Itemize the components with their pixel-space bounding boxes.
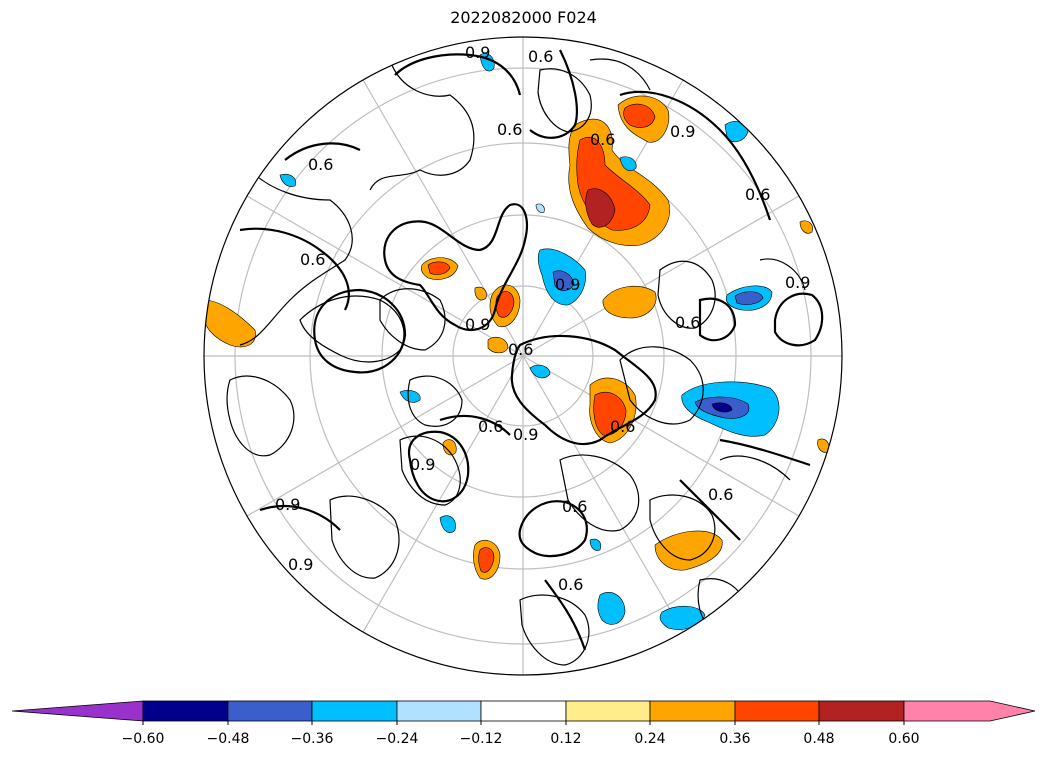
positive-patch-core bbox=[427, 261, 451, 275]
colorbar-tick-label: −0.48 bbox=[207, 731, 250, 747]
contour-line bbox=[529, 49, 578, 139]
map-title: 2022082000 F024 bbox=[450, 8, 597, 27]
colorbar-tick-label: −0.36 bbox=[291, 731, 334, 747]
positive-patch bbox=[654, 530, 723, 571]
colorbar-tick-label: 0.48 bbox=[803, 731, 834, 747]
contour-label: 0.6 bbox=[478, 417, 503, 436]
contour-label: 0.6 bbox=[610, 417, 635, 436]
contour-label: 0.9 bbox=[513, 425, 538, 444]
negative-patch bbox=[619, 156, 637, 171]
contour-line bbox=[284, 142, 361, 161]
contour-label: 0.6 bbox=[497, 120, 522, 139]
contour-label: 0.9 bbox=[288, 555, 313, 574]
contour-line bbox=[383, 203, 528, 332]
graticule bbox=[204, 37, 842, 675]
colorbar-extend-low bbox=[11, 700, 144, 722]
contour-line bbox=[439, 415, 511, 436]
contour-label: 0.6 bbox=[528, 47, 553, 66]
colorbar-extend-high bbox=[903, 700, 1036, 722]
positive-patch bbox=[442, 439, 457, 456]
contour-label: 0.6 bbox=[300, 250, 325, 269]
colorbar-bin bbox=[396, 700, 482, 722]
positive-patch bbox=[474, 286, 487, 301]
positive-patch-core bbox=[623, 103, 656, 128]
colorbar-bin bbox=[565, 700, 651, 722]
contour-line bbox=[313, 288, 407, 374]
positive-patch bbox=[602, 285, 657, 319]
contour-label: 0.6 bbox=[308, 155, 333, 174]
colorbar-tick-label: 0.36 bbox=[719, 731, 750, 747]
contour-label: 0.6 bbox=[562, 497, 587, 516]
negative-patch-core bbox=[552, 270, 575, 291]
colorbar-tick-label: 0.60 bbox=[888, 731, 919, 747]
negative-patch bbox=[399, 390, 421, 403]
colorbar: −0.60 −0.48 −0.36 −0.24 −0.12 0.12 0.24 … bbox=[11, 700, 1036, 747]
contour-line bbox=[619, 90, 772, 221]
negative-patch bbox=[439, 515, 456, 533]
contour-line bbox=[259, 505, 341, 531]
contour-label: 0.9 bbox=[785, 273, 810, 292]
negative-patch bbox=[659, 606, 706, 630]
contour-line bbox=[510, 334, 657, 445]
contour-label: 0.6 bbox=[745, 185, 770, 204]
colorbar-bin bbox=[818, 700, 905, 722]
positive-patch-max bbox=[585, 188, 616, 228]
contour-label: 0.6 bbox=[508, 340, 533, 359]
contour-label: 0.6 bbox=[675, 313, 700, 332]
negative-patch bbox=[535, 203, 545, 213]
contour-line bbox=[679, 479, 741, 541]
colorbar-bin bbox=[311, 700, 398, 722]
colorbar-bin bbox=[480, 700, 567, 722]
colorbar-bin bbox=[734, 700, 820, 722]
negative-patch-max bbox=[711, 402, 733, 413]
positive-patch bbox=[799, 220, 813, 234]
negative-patch bbox=[589, 538, 602, 551]
contour-line bbox=[698, 297, 737, 342]
contour-label: 0.9 bbox=[465, 43, 490, 62]
coastlines bbox=[226, 58, 806, 666]
positive-patch-core bbox=[478, 547, 495, 573]
contour-label: 0.6 bbox=[708, 485, 733, 504]
colorbar-tick-label: −0.60 bbox=[122, 731, 165, 747]
contour-line bbox=[518, 500, 588, 558]
contour-label: 0.9 bbox=[465, 315, 490, 334]
colorbar-bin bbox=[227, 700, 313, 722]
contour-label: 0.9 bbox=[275, 495, 300, 514]
colorbar-tick-label: 0.12 bbox=[550, 731, 581, 747]
contour-line bbox=[544, 579, 587, 651]
colorbar-bin bbox=[142, 700, 229, 722]
contour-label: 0.6 bbox=[558, 575, 583, 594]
negative-patch bbox=[279, 173, 296, 187]
colorbar-tick-label: −0.24 bbox=[376, 731, 419, 747]
colorbar-tick-label: 0.24 bbox=[634, 731, 665, 747]
contour-labels: 0.9 0.6 0.6 0.6 0.9 0.6 0.6 0.9 0.6 0.6 … bbox=[275, 43, 810, 594]
colorbar-tick-label: −0.12 bbox=[460, 731, 503, 747]
negative-patch bbox=[529, 364, 551, 379]
contour-line bbox=[773, 292, 824, 347]
positive-patch bbox=[204, 299, 256, 348]
contour-label: 0.9 bbox=[555, 275, 580, 294]
anomaly-fills bbox=[204, 53, 830, 630]
map-boundary bbox=[203, 36, 843, 676]
contour-label: 0.6 bbox=[590, 130, 615, 149]
contour-line bbox=[394, 53, 522, 96]
contour-lines bbox=[239, 49, 824, 651]
contour-label: 0.9 bbox=[670, 122, 695, 141]
negative-patch bbox=[597, 592, 626, 625]
colorbar-bin bbox=[649, 700, 736, 722]
contour-line bbox=[719, 438, 811, 467]
contour-line bbox=[407, 430, 470, 503]
positive-patch bbox=[487, 336, 509, 354]
negative-patch-core bbox=[734, 291, 764, 305]
polar-map: 0.9 0.6 0.6 0.6 0.9 0.6 0.6 0.9 0.6 0.6 … bbox=[203, 36, 843, 676]
contour-label: 0.9 bbox=[410, 455, 435, 474]
contour-line bbox=[239, 227, 350, 311]
